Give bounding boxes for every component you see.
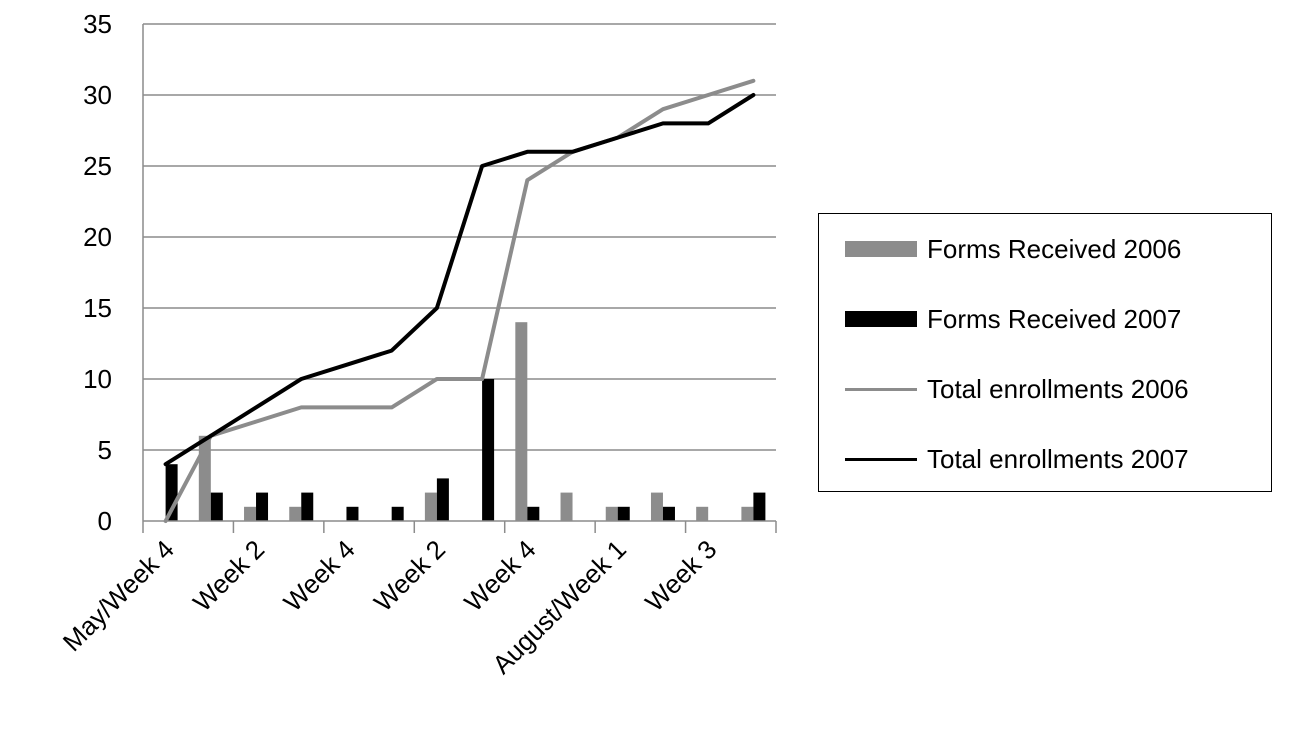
legend-label-forms-2006: Forms Received 2006	[927, 233, 1182, 264]
bar-forms-2006	[605, 506, 618, 521]
line-total-2007	[163, 93, 756, 467]
legend-label-total-2006: Total enrollments 2006	[927, 373, 1189, 404]
line-total-2006	[163, 78, 756, 523]
x-tick-label: Week 3	[639, 534, 722, 617]
bar-forms-2007	[301, 492, 314, 521]
axes	[142, 24, 777, 533]
lines	[163, 78, 756, 523]
bar-forms-2006	[741, 506, 754, 521]
bar-forms-2007	[662, 506, 675, 521]
bar-forms-2007	[391, 506, 404, 521]
bar-forms-2006	[560, 492, 573, 521]
legend-item-total-2007: Total enrollments 2007	[845, 439, 1189, 479]
legend-label-forms-2007: Forms Received 2007	[927, 303, 1182, 334]
y-tick-label: 15	[83, 293, 112, 323]
bar-forms-2007	[436, 478, 449, 521]
legend-swatch-forms-2006	[845, 241, 917, 257]
bar-forms-2007	[527, 506, 540, 521]
legend-swatch-total-2007	[845, 457, 917, 461]
y-tick-label: 30	[83, 80, 112, 110]
gridlines	[143, 23, 776, 451]
y-tick-label: 5	[98, 435, 112, 465]
legend-swatch-total-2006	[845, 387, 917, 391]
legend-item-forms-2006: Forms Received 2006	[845, 229, 1181, 269]
legend-item-forms-2007: Forms Received 2007	[845, 299, 1181, 339]
bar-forms-2007	[346, 506, 359, 521]
y-tick-label: 25	[83, 151, 112, 181]
y-tick-label: 35	[83, 9, 112, 39]
bar-forms-2006	[244, 506, 257, 521]
bar-forms-2006	[424, 492, 437, 521]
legend: Forms Received 2006 Forms Received 2007 …	[818, 213, 1272, 492]
bar-forms-2007	[482, 379, 495, 521]
bar-forms-2006	[198, 435, 211, 521]
x-tick-label: Week 2	[368, 534, 451, 617]
bar-forms-2007	[617, 506, 630, 521]
bar-forms-2007	[256, 492, 269, 521]
bar-forms-2007	[753, 492, 766, 521]
bar-forms-2006	[289, 506, 302, 521]
x-tick-label: Week 2	[187, 534, 270, 617]
x-tick-labels: May/Week 4 Week 2 Week 4 Week 2 Week 4August…	[57, 534, 723, 680]
bars	[165, 322, 766, 521]
bar-forms-2007	[210, 492, 223, 521]
legend-label-total-2007: Total enrollments 2007	[927, 443, 1189, 474]
legend-item-total-2006: Total enrollments 2006	[845, 369, 1189, 409]
y-tick-label: 0	[98, 506, 112, 536]
x-tick-label: Week 4	[277, 534, 360, 617]
y-tick-label: 10	[83, 364, 112, 394]
legend-swatch-forms-2007	[845, 311, 917, 327]
x-tick-label: May/Week 4	[57, 534, 180, 657]
bar-forms-2006	[650, 492, 663, 521]
y-tick-labels: 0 5 10 15 20 25 30 35	[83, 9, 112, 536]
bar-forms-2006	[515, 322, 528, 521]
y-tick-label: 20	[83, 222, 112, 252]
x-tick-label: Week 4	[458, 534, 541, 617]
bar-forms-2006	[696, 506, 709, 521]
